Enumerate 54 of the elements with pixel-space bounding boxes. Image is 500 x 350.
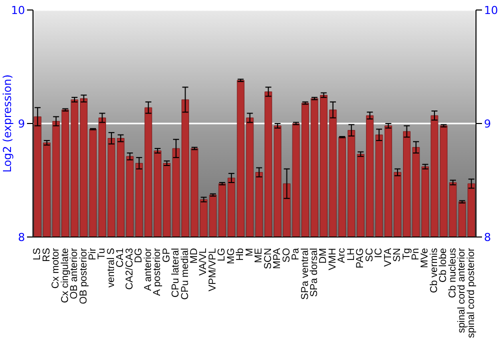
- x-tick-label: SCN: [262, 248, 274, 270]
- x-tick-label: RS: [41, 248, 52, 262]
- x-tick-label: M: [244, 248, 256, 256]
- x-tick-label: SO: [281, 248, 292, 262]
- x-tick-label: Pa: [290, 248, 302, 260]
- x-tick-label: PAG: [355, 248, 366, 268]
- x-tick-label: SPa ventral: [300, 248, 311, 300]
- x-tick-label: Cx motor: [50, 247, 62, 289]
- x-tick-label: spinal cord posterior: [466, 247, 477, 338]
- y2-tick-label: 8: [484, 230, 491, 244]
- x-tick-label: Pir: [87, 247, 98, 260]
- x-tick-label: CPu medial: [180, 248, 191, 300]
- x-tick-label: SC: [364, 248, 376, 262]
- x-tick-label: MVe: [420, 248, 431, 268]
- x-tick-label: LS: [32, 248, 44, 260]
- x-tick-label: IC: [374, 248, 385, 258]
- x-tick-label: MPA: [272, 248, 284, 269]
- x-tick-label: OB posterior: [78, 247, 90, 304]
- x-tick-label: SPa dorsal: [308, 248, 320, 297]
- x-tick-label: LG: [216, 248, 228, 262]
- x-tick-label: A anterior: [142, 247, 154, 291]
- x-tick-label: Cb lobe: [438, 248, 450, 282]
- y2-tick-label: 10: [484, 4, 498, 17]
- x-tick-label: Pn: [410, 248, 422, 260]
- x-tick-label: DG: [134, 248, 145, 263]
- x-tick-label: VA/VL: [198, 248, 210, 276]
- x-tick-label: CA1: [115, 248, 126, 268]
- x-tick-label: Tu: [96, 248, 108, 260]
- x-tick-label: DM: [318, 248, 330, 264]
- x-tick-label: Cb nucleus: [447, 248, 458, 298]
- x-tick-label: Arc: [336, 248, 348, 263]
- x-tick-label: VMH: [327, 248, 338, 270]
- x-tick-label: OB anterior: [69, 247, 80, 300]
- y2-tick-label: 9: [484, 117, 491, 130]
- x-tick-label: A posterior: [152, 247, 164, 296]
- y-tick-label: 10: [11, 4, 25, 17]
- y-axis-title: Log2 (expression): [0, 74, 14, 173]
- x-tick-label: Cx cingulate: [60, 248, 71, 304]
- x-tick-label: ME: [254, 248, 265, 263]
- x-tick-label: SN: [392, 248, 404, 262]
- x-tick-label: spinal cord anterior: [456, 247, 468, 334]
- x-tick-label: VPM/VPL: [207, 248, 218, 292]
- y-tick-label: 9: [18, 117, 25, 130]
- x-tick-label: GP: [161, 248, 172, 262]
- y-tick-label: 8: [18, 230, 25, 244]
- x-tick-label: LH: [346, 248, 357, 261]
- x-tick-label: Cb vermis: [428, 248, 440, 294]
- x-tick-label: Tg: [401, 248, 412, 260]
- x-tick-label: VTA: [382, 248, 394, 267]
- x-tick-label: CA2/CA3: [124, 248, 136, 290]
- x-tick-label: Hb: [235, 248, 246, 261]
- x-tick-label: ventral S: [106, 248, 117, 288]
- x-tick-label: CPu lateral: [170, 248, 182, 298]
- x-tick-label: MG: [226, 248, 237, 264]
